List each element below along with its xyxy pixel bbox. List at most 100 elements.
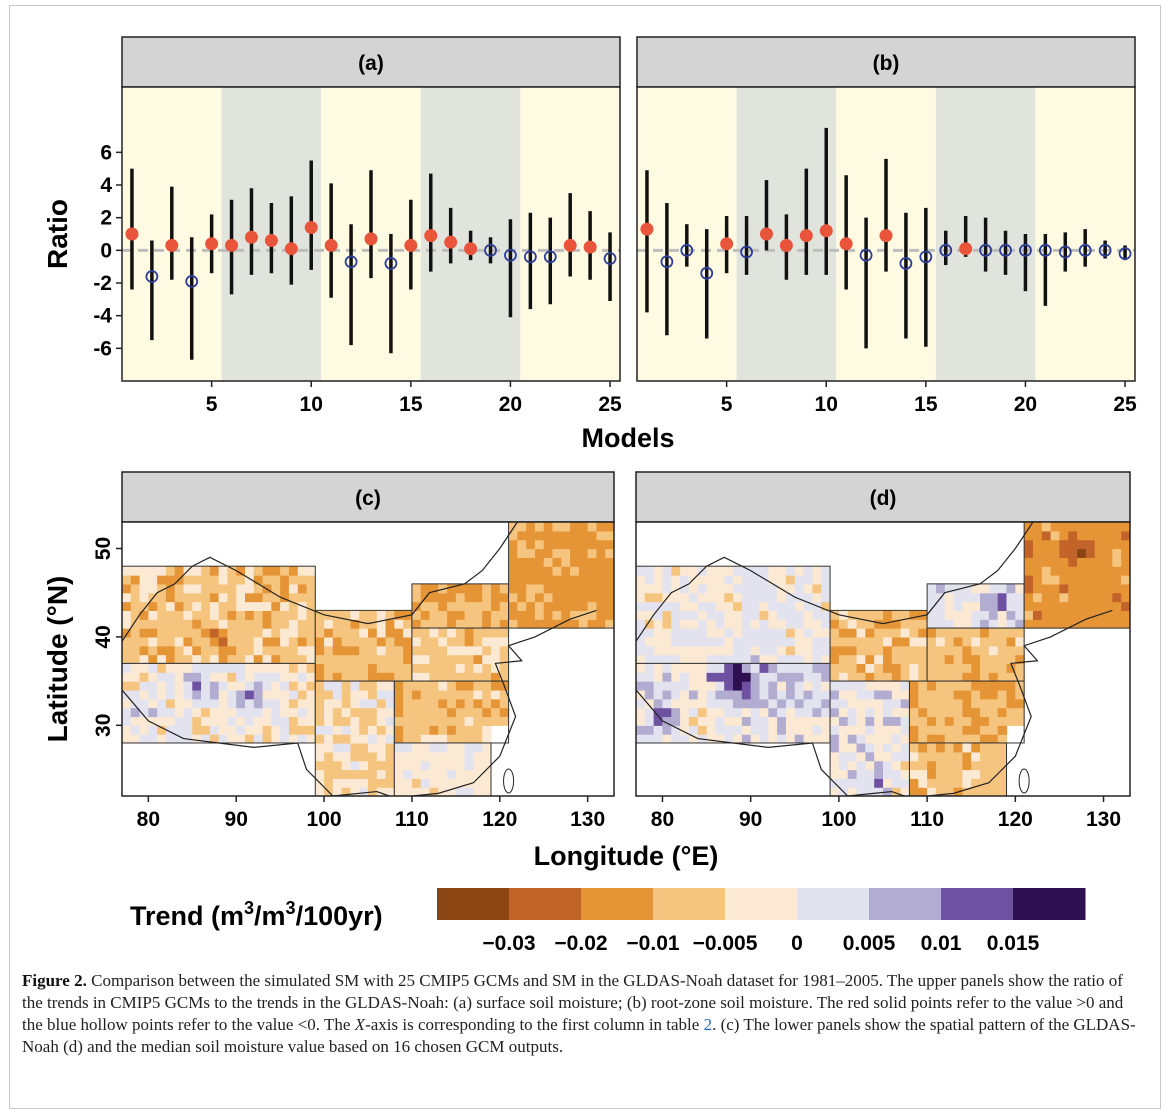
- trend-cell: [847, 689, 858, 700]
- trend-cell: [918, 628, 928, 638]
- trend-cell: [1024, 601, 1034, 611]
- trend-cell: [1103, 575, 1113, 585]
- trend-cell: [662, 689, 672, 700]
- trend-cell: [821, 707, 831, 718]
- x-tick-label: 5: [206, 393, 218, 416]
- trend-cell: [1103, 619, 1113, 629]
- trend-cell: [376, 672, 387, 682]
- trend-cell: [596, 548, 606, 558]
- lat-tick-label: 40: [92, 625, 115, 648]
- trend-cell: [662, 663, 672, 673]
- trend-cell: [429, 592, 439, 603]
- trend-cell: [1006, 672, 1016, 682]
- trend-cell: [122, 672, 132, 682]
- trend-cell: [482, 787, 492, 796]
- trend-cell: [297, 645, 308, 656]
- trend-cell: [122, 734, 132, 744]
- trend-cell: [883, 751, 893, 762]
- trend-cell: [447, 751, 457, 762]
- trend-cell: [429, 742, 439, 753]
- trend-cell: [596, 575, 606, 585]
- trend-cell: [865, 751, 875, 762]
- trend-cell: [1015, 601, 1025, 611]
- trend-cell: [227, 601, 237, 611]
- trend-cell: [394, 725, 404, 735]
- trend-cell: [856, 619, 866, 629]
- trend-cell: [473, 645, 483, 656]
- trend-cell: [697, 628, 708, 638]
- trend-cell: [315, 707, 325, 718]
- trend-cell: [715, 734, 725, 744]
- trend-cell: [988, 601, 999, 611]
- trend-cell: [891, 610, 902, 620]
- ratio-y-axis-label: Ratio: [42, 199, 73, 269]
- trend-cell: [130, 566, 141, 576]
- trend-cell: [464, 672, 475, 682]
- trend-cell: [359, 681, 369, 691]
- trend-cell: [1050, 539, 1061, 550]
- trend-cell: [847, 707, 858, 718]
- trend-cell: [455, 769, 466, 779]
- trend-cell: [385, 716, 395, 726]
- trend-cell: [750, 672, 761, 682]
- trend-cell: [411, 610, 422, 620]
- trend-cell: [262, 681, 272, 691]
- trend-cell: [953, 707, 963, 718]
- trend-cell: [1041, 619, 1052, 629]
- trend-cell: [636, 716, 646, 726]
- trend-cell: [315, 760, 325, 771]
- trend-cell: [874, 778, 884, 788]
- trend-cell: [209, 583, 220, 594]
- trend-cell: [1121, 539, 1130, 550]
- trend-cell: [803, 734, 814, 744]
- trend-cell: [944, 583, 955, 594]
- trend-cell: [350, 778, 360, 788]
- trend-cell: [1015, 583, 1025, 594]
- trend-cell: [385, 619, 395, 629]
- trend-cell: [157, 672, 167, 682]
- trend-cell: [671, 592, 681, 603]
- trend-cell: [253, 645, 264, 656]
- caption-table-link[interactable]: 2: [703, 1015, 713, 1034]
- trend-cell: [644, 636, 655, 647]
- trend-cell: [411, 716, 422, 726]
- trend-cell: [997, 592, 1008, 603]
- trend-cell: [385, 672, 395, 682]
- trend-cell: [636, 654, 646, 665]
- trend-cell: [1077, 575, 1087, 585]
- trend-cell: [803, 672, 814, 682]
- trend-cell: [192, 689, 202, 700]
- trend-cell: [741, 592, 752, 603]
- trend-cell: [473, 681, 483, 691]
- trend-cell: [411, 778, 422, 788]
- trend-cell: [280, 583, 290, 594]
- trend-cell: [201, 636, 211, 647]
- trend-cell: [794, 592, 805, 603]
- trend-cell: [183, 672, 193, 682]
- trend-cell: [411, 742, 422, 753]
- trend-cell: [359, 636, 369, 647]
- trend-cell: [636, 681, 646, 691]
- trend-cell: [455, 636, 466, 647]
- trend-cell: [909, 681, 919, 691]
- trend-cell: [324, 628, 334, 638]
- trend-cell: [856, 778, 866, 788]
- trend-cell: [794, 681, 805, 691]
- trend-cell: [636, 592, 646, 603]
- trend-cell: [644, 734, 655, 744]
- trend-cell: [697, 583, 708, 594]
- trend-cell: [552, 592, 562, 603]
- trend-cell: [218, 583, 229, 594]
- trend-cell: [874, 751, 884, 762]
- trend-cell: [130, 707, 141, 718]
- trend-cell: [750, 663, 761, 673]
- trend-cell: [997, 787, 1008, 796]
- trend-cell: [165, 698, 176, 709]
- trend-cell: [768, 654, 778, 665]
- trend-cell: [420, 619, 431, 629]
- trend-cell: [297, 628, 308, 638]
- trend-cell: [768, 716, 778, 726]
- trend-cell: [130, 716, 141, 726]
- trend-cell: [759, 672, 769, 682]
- trend-cell: [883, 698, 893, 709]
